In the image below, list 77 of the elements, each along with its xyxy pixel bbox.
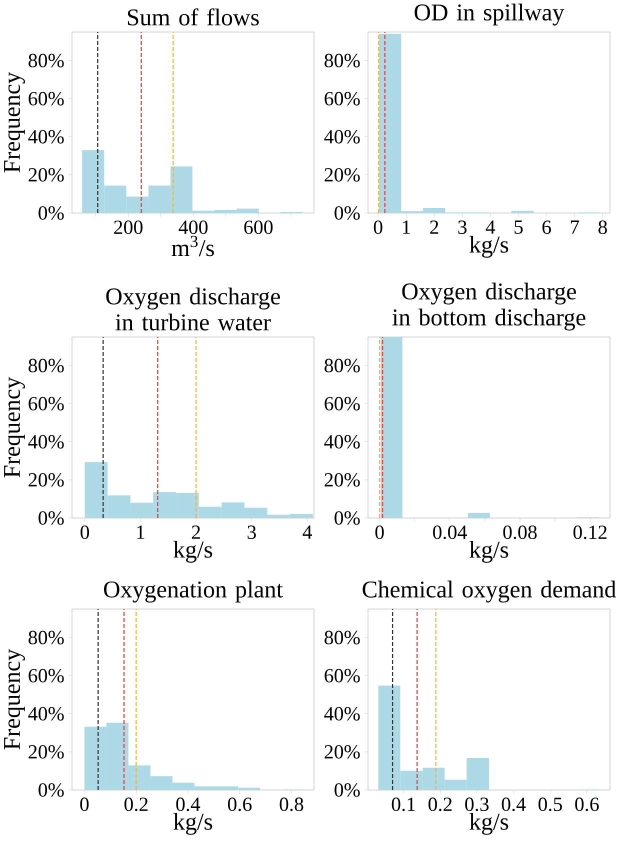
x-tick-label: 0 — [80, 526, 90, 540]
x-axis-title: kg/s — [173, 812, 212, 835]
y-tick-label: 0% — [38, 511, 64, 525]
x-tick-label: 0.4 — [502, 798, 526, 812]
y-axis-title: Frequency — [4, 648, 25, 750]
y-axis-title: Frequency — [4, 376, 25, 478]
y-axis-title: Frequency — [4, 72, 25, 172]
x-tick-label: 6 — [542, 220, 551, 234]
x-axis-title: kg/s — [173, 540, 212, 563]
y-tick-label: 20% — [28, 473, 64, 487]
x-tick-label: 7 — [570, 220, 580, 234]
x-tick-label: 0.1 — [392, 798, 415, 812]
y-tick-label: 60% — [324, 92, 360, 106]
y-tick-label: 0% — [334, 511, 360, 525]
x-tick-label: 0.3 — [465, 798, 489, 812]
y-tick-label: 60% — [324, 668, 360, 682]
y-tick-label: 20% — [324, 473, 360, 487]
x-axis-title: kg/s — [469, 812, 508, 835]
x-tick-label: 0.2 — [428, 798, 452, 812]
x-tick-label: 0.12 — [573, 526, 607, 540]
y-tick-label: 0% — [334, 783, 360, 797]
x-tick-label: 0 — [375, 526, 384, 540]
x-tick-label: 0.4 — [176, 798, 200, 812]
x-axis-title: m$^{3}$/s — [172, 236, 214, 256]
y-tick-label: 80% — [324, 54, 360, 68]
y-tick-label: 40% — [28, 130, 64, 144]
x-tick-label: 1 — [137, 526, 144, 539]
x-tick-label: 600 — [244, 220, 273, 234]
y-tick-label: 80% — [324, 630, 360, 644]
chart-title: Chemical oxygen demand — [362, 580, 616, 603]
x-tick-label: 0 — [374, 220, 382, 234]
x-tick-label: 0 — [80, 798, 89, 812]
y-tick-label: 20% — [324, 745, 360, 759]
y-tick-label: 40% — [28, 435, 64, 449]
y-tick-label: 80% — [28, 54, 64, 68]
x-tick-label: 2 — [430, 220, 438, 234]
y-tick-label: 40% — [324, 130, 360, 144]
y-tick-label: 60% — [28, 668, 64, 682]
x-tick-label: 400 — [178, 220, 208, 234]
y-tick-label: 0% — [334, 206, 360, 220]
x-tick-label: 1 — [402, 220, 410, 234]
y-tick-label: 40% — [324, 435, 360, 449]
x-tick-label: 8 — [598, 220, 607, 234]
x-tick-label: 3 — [248, 526, 256, 539]
y-tick-label: 20% — [28, 168, 64, 182]
x-tick-label: 200 — [114, 220, 143, 234]
y-tick-label: 40% — [324, 707, 360, 721]
y-tick-label: 60% — [28, 396, 64, 410]
x-tick-label: 0.08 — [503, 526, 537, 540]
y-tick-label: 80% — [324, 358, 360, 372]
y-tick-label: 60% — [324, 396, 360, 410]
x-tick-label: 4 — [302, 526, 312, 539]
x-tick-label: 2 — [192, 526, 200, 539]
y-tick-label: 0% — [38, 783, 64, 797]
y-tick-label: 20% — [28, 745, 64, 759]
x-axis-title: kg/s — [469, 236, 508, 258]
x-tick-label: 4 — [486, 220, 496, 234]
chart-title: OD in spillway — [414, 4, 564, 26]
chart-title: Sum of flows — [128, 8, 259, 26]
y-tick-label: 20% — [324, 168, 360, 182]
y-tick-label: 80% — [28, 630, 64, 644]
y-tick-label: 80% — [28, 358, 64, 372]
chart-title: Oxygen discharge in turbine water — [106, 288, 280, 331]
y-tick-label: 60% — [28, 92, 64, 106]
x-tick-label: 0.5 — [538, 798, 562, 812]
x-tick-label: 0.2 — [124, 798, 148, 812]
chart-title: Oxygenation plant — [104, 580, 283, 603]
x-axis-title: kg/s — [469, 540, 508, 563]
y-tick-label: 0% — [38, 206, 64, 220]
x-tick-label: 0.04 — [433, 526, 467, 540]
x-tick-label: 0.6 — [575, 798, 599, 812]
x-tick-label: 0.6 — [228, 798, 252, 812]
x-tick-label: 5 — [514, 220, 523, 234]
y-tick-label: 40% — [28, 707, 64, 721]
chart-title: Oxygen discharge in bottom discharge — [392, 282, 586, 331]
x-tick-label: 3 — [458, 220, 467, 234]
x-tick-label: 0.8 — [280, 798, 304, 812]
